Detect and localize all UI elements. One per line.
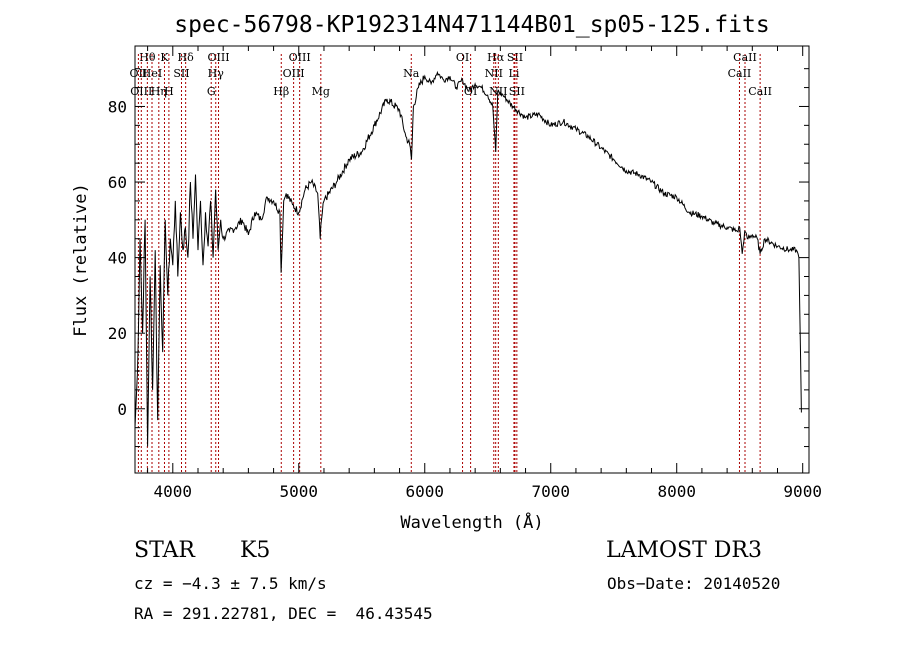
x-tick-label: 9000 — [783, 482, 822, 501]
spectral-line-label: CaII — [728, 67, 752, 80]
spectral-line-label: CaII — [748, 85, 772, 98]
x-tick-label: 6000 — [405, 482, 444, 501]
spectral-line-label: Hδ — [178, 51, 195, 64]
spectral-line-label: Mg — [312, 85, 330, 98]
spectral-line-label: OI — [456, 51, 469, 64]
spectral-line-label: G — [207, 85, 216, 98]
y-tick-label: 0 — [117, 400, 127, 419]
y-tick-label: 20 — [108, 324, 127, 343]
y-axis-label: Flux (relative) — [71, 183, 91, 337]
spectral-line-label: SII — [173, 67, 189, 80]
ra-dec-coordinates: RA = 291.22781, DEC = 46.43545 — [134, 604, 433, 623]
survey-name: LAMOST DR3 — [606, 538, 762, 563]
spectral-line-label: Hη — [151, 85, 167, 98]
x-tick-label: 8000 — [657, 482, 696, 501]
chart-title: spec-56798-KP192314N471144B01_sp05-125.f… — [174, 12, 769, 38]
object-subclass: K5 — [240, 538, 271, 563]
spectral-line-label: OIII — [289, 51, 311, 64]
x-axis-label: Wavelength (Å) — [400, 511, 543, 533]
x-tick-label: 7000 — [531, 482, 570, 501]
spectrum-line-flux — [134, 70, 802, 447]
spectral-line-label: Hα — [487, 51, 505, 64]
object-class: STAR — [134, 538, 195, 563]
observation-date: Obs−Date: 20140520 — [607, 574, 781, 593]
x-tick-label: 5000 — [280, 482, 319, 501]
spectral-line-label: CaII — [733, 51, 757, 64]
spectral-line-label: OIII — [283, 67, 305, 80]
spectral-line-label: SII — [509, 85, 525, 98]
y-tick-label: 80 — [108, 97, 127, 116]
plot-frame — [134, 45, 810, 474]
y-tick-label: 60 — [108, 173, 127, 192]
spectral-line-label: Hγ — [208, 67, 225, 80]
spectral-line-label: K — [160, 51, 169, 64]
spectral-line-label: OIII — [207, 51, 229, 64]
spectral-line-label: HeI — [142, 67, 162, 80]
spectral-line-label: Li — [509, 67, 520, 80]
spectral-line-label: Hβ — [273, 85, 289, 98]
spectral-line-label: Na — [403, 67, 420, 80]
spectral-line-label: OII — [130, 67, 148, 80]
spectral-line-label: SII — [507, 51, 523, 64]
spectral-line-label: H — [164, 85, 174, 98]
spectral-line-label: NII — [485, 67, 503, 80]
y-tick-label: 40 — [108, 249, 127, 268]
spectral-line-label: OIII — [130, 85, 152, 98]
x-tick-label: 4000 — [154, 482, 193, 501]
redshift-cz: cz = −4.3 ± 7.5 km/s — [134, 574, 327, 593]
